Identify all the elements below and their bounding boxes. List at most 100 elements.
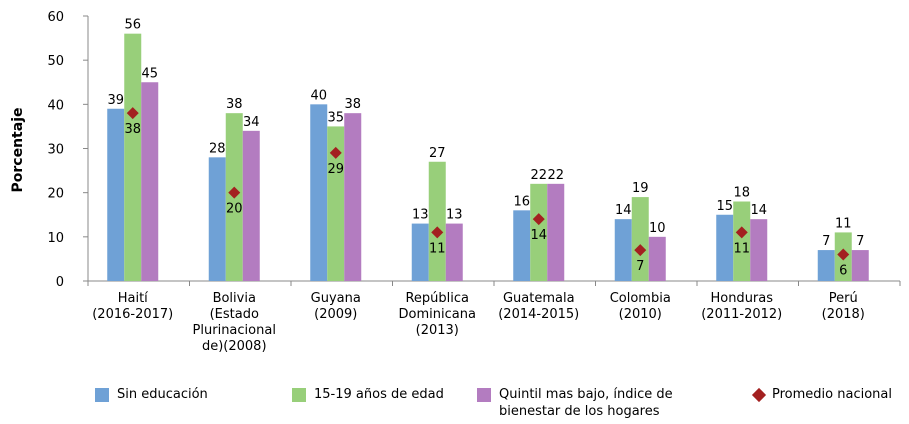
x-tick-label-line: (2014-2015): [498, 307, 579, 322]
x-tick-label: Honduras (2011-2012): [701, 291, 782, 322]
y-tick-label: 20: [47, 187, 64, 202]
x-tick-label-line: (Estado: [210, 307, 259, 322]
x-tick-label-line: de)(2008): [202, 339, 267, 354]
data-label: 38: [124, 122, 141, 137]
data-label: 18: [733, 186, 750, 201]
data-label: 56: [124, 18, 141, 33]
x-tick-label-line: Perú: [829, 291, 858, 306]
diamond-marker: [532, 213, 545, 226]
bar: [344, 113, 362, 282]
bar: [530, 183, 548, 281]
bar: [750, 219, 768, 281]
x-tick-label-line: República: [405, 291, 469, 306]
y-tick-label: 60: [47, 10, 64, 25]
y-tick-label: 50: [47, 54, 64, 69]
bar: [648, 236, 666, 281]
legend-swatch: [292, 388, 306, 402]
data-label: 27: [429, 146, 446, 161]
legend-label: Promedio nacional: [772, 387, 892, 402]
bar: [513, 210, 531, 281]
data-label: 16: [513, 194, 530, 209]
data-label: 45: [141, 66, 158, 81]
data-label: 14: [750, 203, 767, 218]
x-tick-label-line: (2018): [822, 307, 865, 322]
legend-label: Quintil mas bajo, índice de bienestar de…: [499, 387, 673, 419]
chart: Porcentaje 0 10 20 30 40 50 60 Haití (2016-2017)…: [10, 10, 901, 354]
bar: [733, 201, 751, 281]
diamond-marker: [735, 226, 748, 239]
legend-label: Sin educación: [117, 387, 208, 402]
data-label: 14: [615, 203, 632, 218]
bar: [107, 108, 125, 281]
x-tick-label: Bolivia (Estado Plurinacional de)(2008): [193, 291, 276, 354]
legend-item: Sin educación: [95, 386, 235, 403]
bar: [411, 223, 429, 281]
bar: [614, 219, 632, 281]
data-label: 15: [716, 199, 733, 214]
bar: [631, 197, 649, 281]
data-label: 35: [327, 110, 344, 125]
data-label: 38: [344, 97, 361, 112]
bar: [817, 250, 835, 281]
bar: [851, 250, 869, 281]
data-label: 34: [243, 115, 260, 130]
diamond-marker: [431, 226, 444, 239]
bar: [445, 223, 463, 281]
x-tick-label-line: (2009): [314, 307, 357, 322]
x-tick-label-line: Guatemala: [503, 291, 575, 306]
data-label: 7: [856, 234, 864, 249]
x-tick-label-line: Bolivia: [213, 291, 256, 306]
x-tick-label: Perú (2018): [822, 291, 865, 322]
data-label: 14: [530, 228, 547, 243]
data-label: 11: [733, 241, 750, 256]
data-label: 39: [107, 93, 124, 108]
x-tick-label-line: (2013): [416, 323, 459, 338]
bar: [327, 126, 345, 282]
x-tick-label-line: (2010): [619, 307, 662, 322]
x-tick-label-line: Plurinacional: [193, 323, 276, 338]
bar: [547, 183, 565, 281]
legend-item: Promedio nacional: [751, 386, 909, 403]
bar: [310, 104, 328, 281]
legend-label: 15-19 años de edad: [314, 387, 444, 402]
data-label: 11: [835, 216, 852, 231]
diamond-marker: [126, 107, 139, 120]
y-tick-label: 30: [47, 143, 64, 158]
x-tick-label-line: (2016-2017): [92, 307, 173, 322]
bar: [428, 161, 446, 281]
data-label: 10: [649, 221, 666, 236]
x-tick-label-line: Colombia: [610, 291, 671, 306]
data-label: 38: [226, 97, 243, 112]
data-label: 7: [822, 234, 830, 249]
x-tick-label: República Dominicana (2013): [399, 291, 476, 338]
y-axis-label: Porcentaje: [10, 108, 26, 193]
x-tick-label-line: Honduras: [710, 291, 773, 306]
data-label: 22: [547, 168, 564, 183]
legend-item: 15-19 años de edad: [292, 386, 472, 403]
x-tick-label-line: Guyana: [311, 291, 361, 306]
x-tick-label: Colombia (2010): [610, 291, 671, 322]
x-tick-label-line: Dominicana: [399, 307, 476, 322]
y-tick-label: 10: [47, 231, 64, 246]
x-tick-label-line: Haití: [118, 291, 148, 306]
legend-item: Quintil mas bajo, índice de bienestar de…: [477, 386, 707, 420]
bar: [208, 157, 226, 281]
legend-swatch: [477, 388, 491, 402]
bar: [124, 33, 142, 281]
data-label: 11: [429, 241, 446, 256]
legend-swatch: [751, 387, 767, 403]
data-label: 20: [226, 202, 243, 217]
x-tick-label: Guatemala (2014-2015): [498, 291, 579, 322]
x-tick-label-line: (2011-2012): [701, 307, 782, 322]
diamond-marker: [837, 248, 850, 261]
data-label: 7: [636, 259, 644, 274]
x-tick-label: Haití (2016-2017): [92, 291, 173, 322]
data-label: 19: [632, 181, 649, 196]
legend-swatch: [95, 388, 109, 402]
bar: [141, 82, 159, 281]
diamond-marker: [634, 244, 647, 257]
x-tick-label: Guyana (2009): [311, 291, 361, 322]
legend: Sin educación 15-19 años de edad Quintil m…: [0, 386, 909, 424]
y-tick-label: 0: [56, 275, 64, 290]
